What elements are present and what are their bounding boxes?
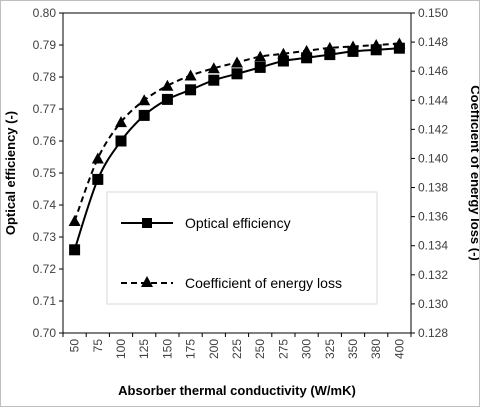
x-tick-label: 100 bbox=[114, 339, 128, 359]
data-point-coefficient-of-energy-loss bbox=[68, 215, 81, 226]
right-tick-label: 0.132 bbox=[418, 268, 448, 282]
x-tick-label: 325 bbox=[323, 339, 337, 359]
data-point-optical-efficiency bbox=[208, 74, 220, 86]
right-tick-label: 0.144 bbox=[418, 93, 448, 107]
left-tick-label: 0.78 bbox=[33, 70, 57, 84]
data-point-coefficient-of-energy-loss bbox=[254, 50, 267, 62]
right-tick-label: 0.128 bbox=[418, 326, 448, 340]
right-y-axis-title: Coefficient of energy loss (-) bbox=[468, 85, 479, 261]
data-point-optical-efficiency bbox=[347, 45, 359, 57]
right-tick-label: 0.130 bbox=[418, 297, 448, 311]
data-point-coefficient-of-energy-loss bbox=[115, 116, 127, 128]
data-point-optical-efficiency bbox=[115, 135, 127, 147]
x-tick-label: 380 bbox=[369, 339, 383, 359]
right-tick-label: 0.148 bbox=[418, 35, 448, 49]
x-tick-label: 125 bbox=[137, 339, 151, 359]
left-tick-label: 0.73 bbox=[33, 230, 57, 244]
right-tick-label: 0.150 bbox=[418, 6, 448, 20]
x-axis: 50 75 100 125 150 175 200 225 250 275 300 325 350 380… bbox=[62, 333, 412, 359]
right-tick-label: 0.138 bbox=[418, 181, 448, 195]
legend-item-optical-efficiency: Optical efficiency bbox=[121, 215, 291, 231]
series-layer bbox=[68, 37, 406, 256]
data-point-optical-efficiency bbox=[370, 44, 382, 56]
left-tick-label: 0.74 bbox=[33, 198, 57, 212]
data-point-optical-efficiency bbox=[138, 109, 150, 121]
right-tick-label: 0.134 bbox=[418, 239, 448, 253]
legend-label-coefficient-of-energy-loss: Coefficient of energy loss bbox=[185, 275, 342, 291]
right-tick-label: 0.140 bbox=[418, 151, 448, 165]
legend-label-optical-efficiency: Optical efficiency bbox=[185, 215, 291, 231]
x-tick-label: 150 bbox=[160, 339, 174, 359]
data-point-optical-efficiency bbox=[324, 49, 336, 61]
legend-item-coefficient-of-energy-loss: Coefficient of energy loss bbox=[121, 275, 342, 291]
legend: Optical efficiency Coefficient of energy… bbox=[106, 191, 378, 305]
left-tick-label: 0.76 bbox=[33, 134, 57, 148]
data-point-optical-efficiency bbox=[92, 173, 104, 185]
left-y-axis-title: Optical efficiency (-) bbox=[3, 111, 18, 235]
x-tick-label: 75 bbox=[91, 339, 105, 353]
x-tick-label: 175 bbox=[184, 339, 198, 359]
x-tick-label: 250 bbox=[253, 339, 267, 359]
left-tick-label: 0.75 bbox=[33, 166, 57, 180]
right-tick-label: 0.136 bbox=[418, 210, 448, 224]
x-tick-label: 200 bbox=[207, 339, 221, 359]
data-point-coefficient-of-energy-loss bbox=[207, 62, 220, 74]
x-tick-label: 300 bbox=[300, 339, 314, 359]
data-point-coefficient-of-energy-loss bbox=[138, 94, 151, 106]
right-y-axis: 0.128 0.130 0.132 0.134 0.136 0.138 0.140 0.142… bbox=[411, 6, 448, 340]
left-tick-label: 0.79 bbox=[33, 38, 57, 52]
data-point-optical-efficiency bbox=[393, 42, 405, 54]
left-tick-label: 0.72 bbox=[33, 262, 57, 276]
right-tick-label: 0.146 bbox=[418, 64, 448, 78]
data-point-optical-efficiency bbox=[277, 55, 289, 67]
data-point-optical-efficiency bbox=[185, 84, 197, 96]
data-point-optical-efficiency bbox=[231, 68, 243, 80]
left-tick-label: 0.71 bbox=[33, 294, 57, 308]
data-point-coefficient-of-energy-loss bbox=[161, 79, 174, 91]
data-point-optical-efficiency bbox=[254, 61, 266, 73]
right-tick-label: 0.142 bbox=[418, 122, 448, 136]
left-tick-label: 0.77 bbox=[33, 102, 57, 116]
data-point-coefficient-of-energy-loss bbox=[184, 69, 197, 81]
left-tick-label: 0.70 bbox=[33, 326, 57, 340]
data-point-coefficient-of-energy-loss bbox=[91, 152, 104, 164]
data-point-optical-efficiency bbox=[301, 52, 313, 64]
data-point-coefficient-of-energy-loss bbox=[231, 56, 243, 68]
left-y-axis: 0.70 0.71 0.72 0.73 0.74 0.75 0.76 0.77 0.78 0.79… bbox=[33, 6, 63, 340]
x-tick-label: 50 bbox=[68, 339, 82, 353]
x-tick-label: 225 bbox=[230, 339, 244, 359]
left-tick-label: 0.80 bbox=[33, 6, 57, 20]
x-axis-title: Absorber thermal conductivity (W/mK) bbox=[118, 383, 356, 398]
data-point-optical-efficiency bbox=[161, 93, 173, 105]
data-point-optical-efficiency bbox=[69, 244, 81, 256]
x-tick-label: 350 bbox=[346, 339, 360, 359]
x-tick-label: 400 bbox=[392, 339, 406, 359]
x-tick-label: 275 bbox=[276, 339, 290, 359]
